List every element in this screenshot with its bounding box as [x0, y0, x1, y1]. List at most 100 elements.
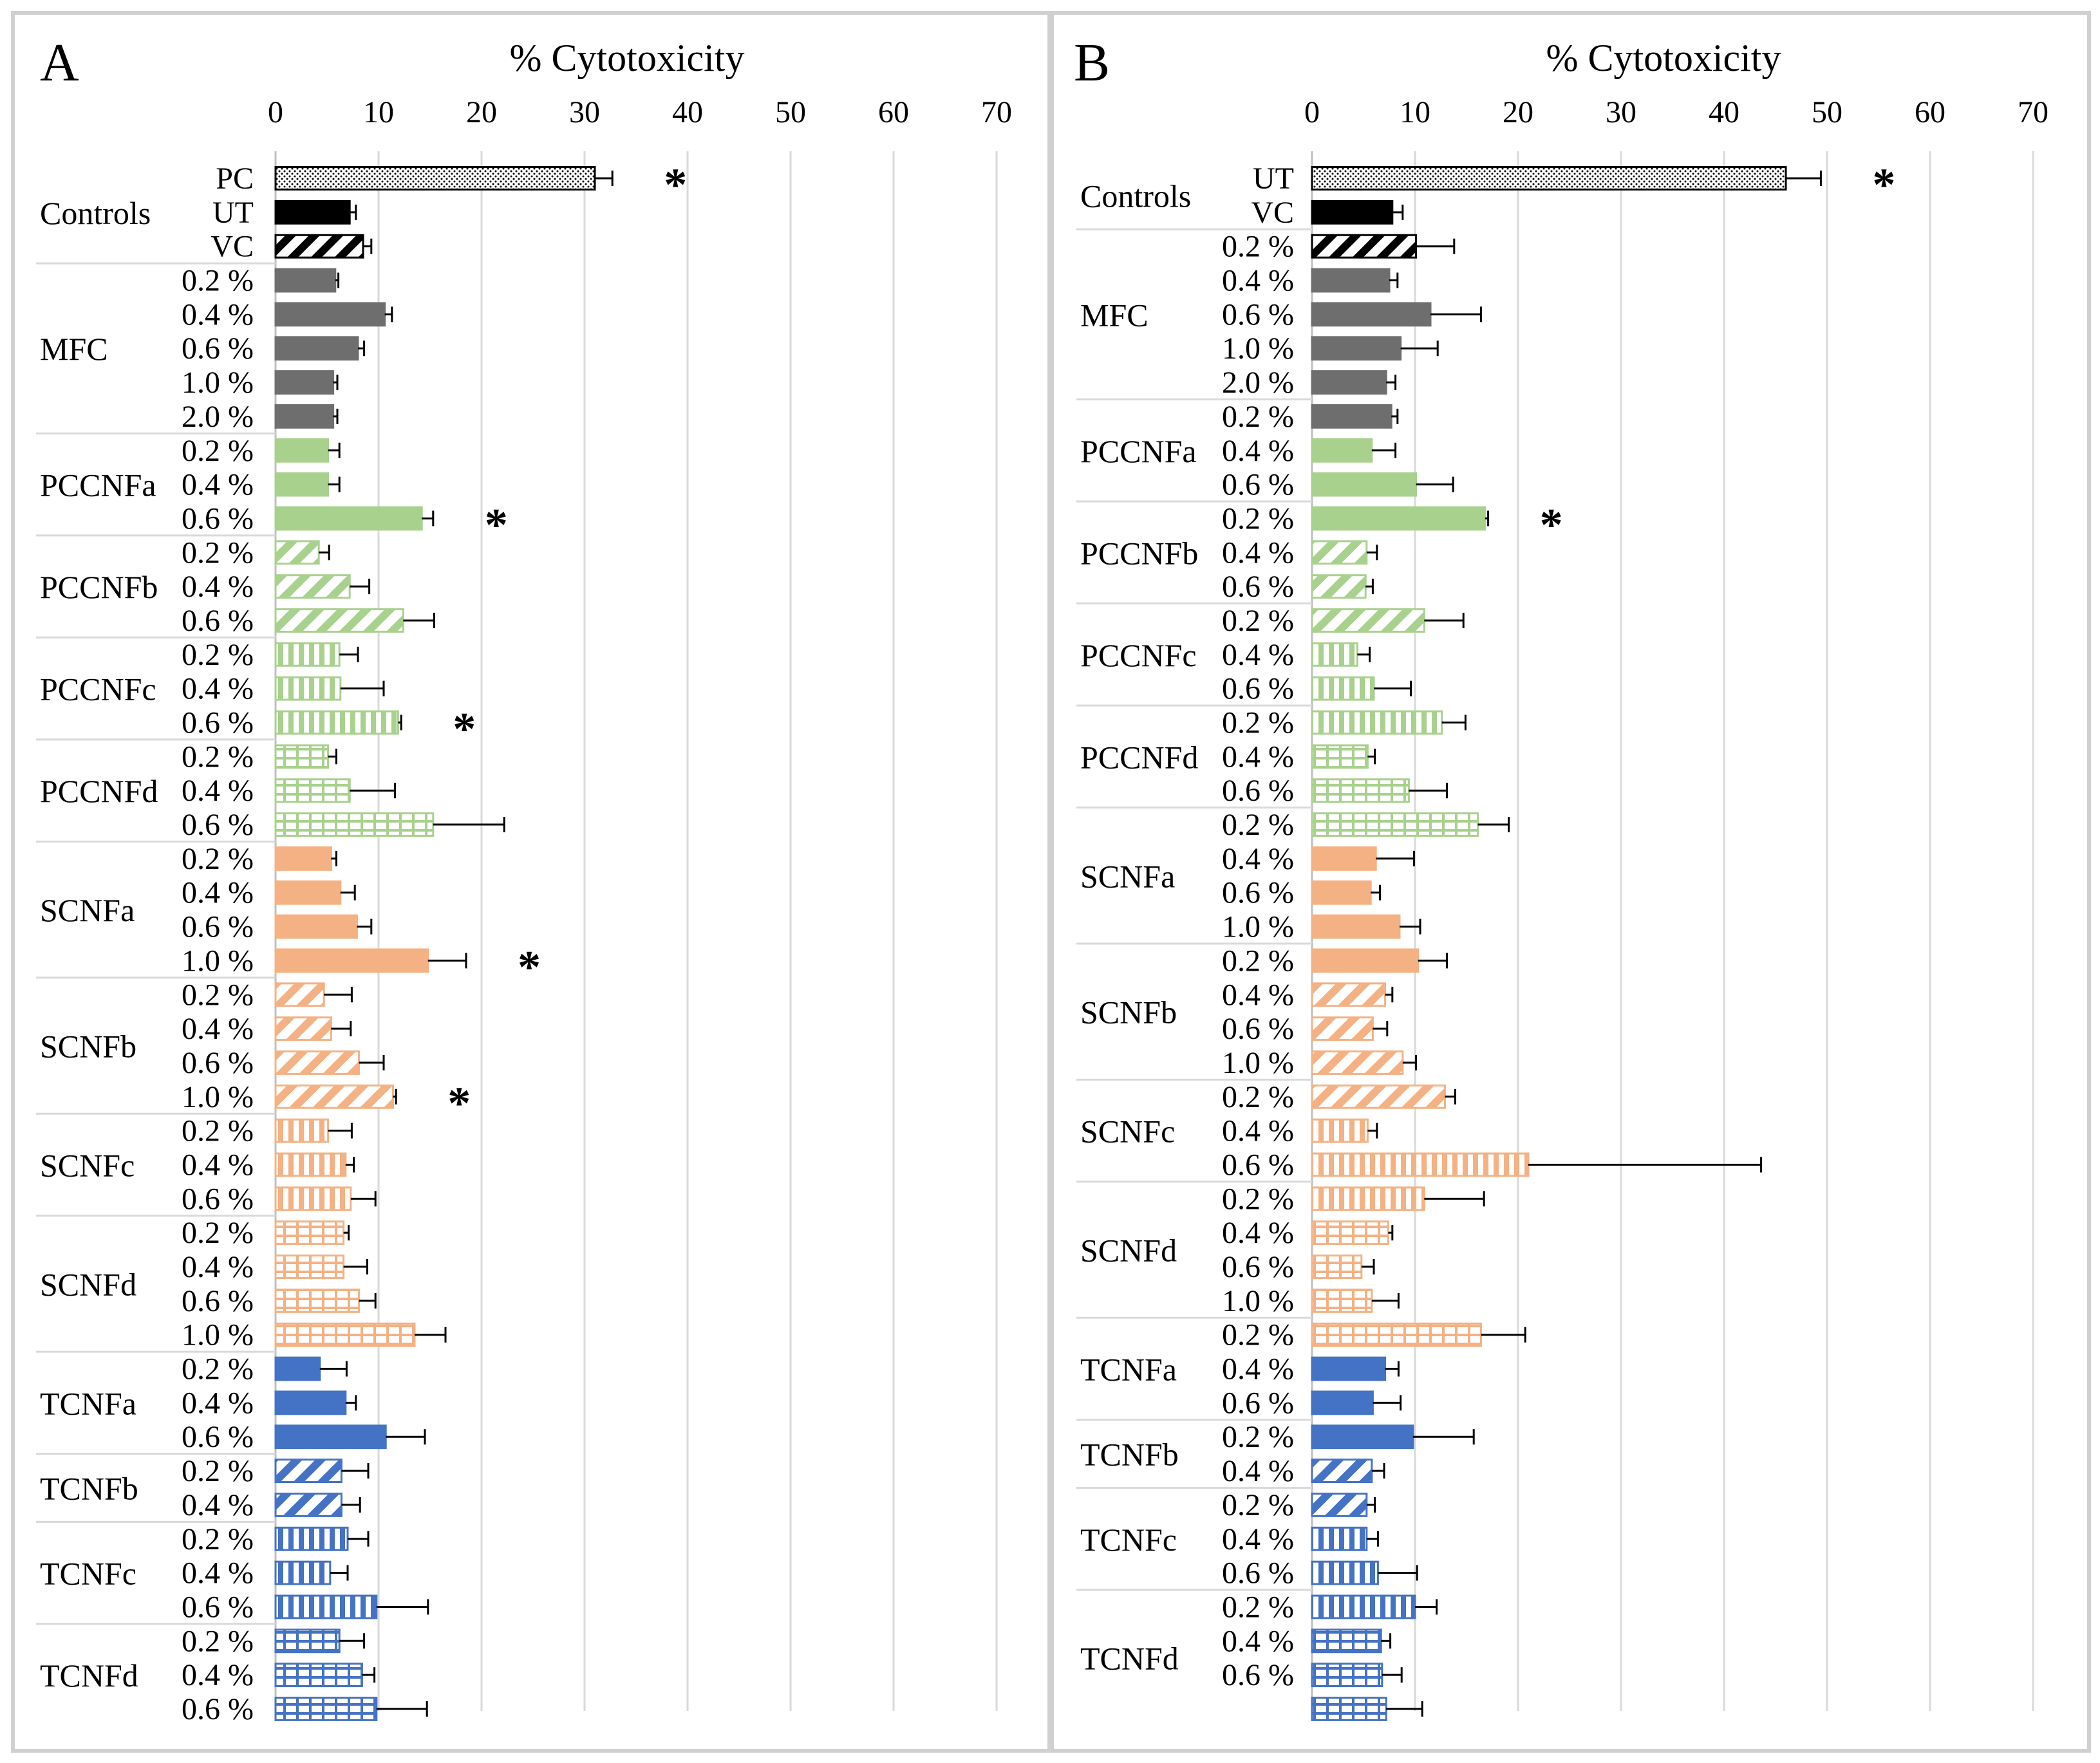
- x-tick-label: 60: [1915, 95, 1945, 129]
- bar: [274, 642, 341, 667]
- bar-label: 0.6 %: [182, 604, 254, 638]
- bar: [274, 608, 404, 633]
- bar-label: 0.2 %: [182, 434, 254, 468]
- bar: [1311, 948, 1420, 973]
- group-label: TCNFb: [40, 1471, 138, 1507]
- panel-letter: B: [1074, 33, 1110, 93]
- group-label: MFC: [1080, 297, 1148, 333]
- bar-label: 0.4 %: [1222, 1216, 1294, 1250]
- group-label: TCNFd: [1080, 1641, 1179, 1677]
- group-label: TCNFc: [1080, 1522, 1177, 1558]
- bar-label: 0.2 %: [182, 740, 254, 774]
- bar-label: 0.4 %: [1222, 1454, 1294, 1488]
- bar-label: 0.4 %: [182, 1386, 254, 1420]
- bar: [1311, 1492, 1368, 1517]
- bar: [1311, 914, 1401, 939]
- bar-label: 0.4 %: [1222, 1352, 1294, 1386]
- group-label: SCNFb: [40, 1029, 136, 1065]
- group-label: PCCNFc: [40, 671, 156, 707]
- bar: [1311, 404, 1392, 429]
- x-tick-label: 70: [2018, 95, 2048, 129]
- bar: [274, 778, 351, 803]
- bar: [274, 1220, 345, 1245]
- bar: [274, 948, 429, 973]
- bar-label: 0.6 %: [1222, 672, 1294, 706]
- significance-marker: *: [1540, 499, 1563, 550]
- bar-label: 1.0 %: [1222, 331, 1294, 366]
- bar-label: 0.4 %: [1222, 1624, 1294, 1658]
- bar-label: 0.4 %: [182, 876, 254, 910]
- bar-label: 0.4 %: [1222, 842, 1294, 876]
- bar: [274, 1560, 332, 1585]
- bar-label: 0.6 %: [182, 1420, 254, 1454]
- bar-label: 0.6 %: [1222, 1250, 1294, 1284]
- bar-label: 0.4 %: [182, 1658, 254, 1692]
- bar: [274, 472, 330, 497]
- bar-label: 0.4 %: [182, 1556, 254, 1590]
- bar: [1311, 574, 1367, 599]
- bar: [274, 574, 351, 599]
- bar-label: 0.6 %: [1222, 876, 1294, 910]
- bar: [274, 1050, 361, 1075]
- bar-label: 0.6 %: [182, 808, 254, 842]
- bar: [1311, 336, 1402, 361]
- bar: [274, 1697, 378, 1721]
- bar: [1311, 268, 1391, 293]
- bar-label: 0.6 %: [1222, 468, 1294, 502]
- bar: [274, 1118, 330, 1143]
- bar: [1311, 778, 1410, 803]
- group-label: PCCNFb: [40, 569, 158, 605]
- bar-label: UT: [212, 196, 254, 230]
- x-tick-label: 50: [1812, 95, 1842, 129]
- panel-frame: [11, 11, 1051, 1753]
- x-tick-label: 20: [466, 95, 497, 129]
- bar: [274, 1255, 345, 1279]
- significance-marker: *: [447, 1077, 471, 1129]
- x-tick-label: 40: [1709, 95, 1739, 129]
- bar: [1311, 1560, 1379, 1585]
- bar: [274, 1016, 332, 1041]
- bar: [274, 1390, 347, 1415]
- group-label: SCNFd: [40, 1266, 136, 1302]
- bar-label: 0.4 %: [182, 1488, 254, 1522]
- bar: [274, 370, 335, 395]
- bar: [274, 846, 332, 871]
- bar-label: 2.0 %: [1222, 366, 1294, 400]
- bar-label: 0.2 %: [182, 1114, 254, 1148]
- x-tick-label: 0: [268, 95, 283, 129]
- bar-label: 1.0 %: [182, 944, 254, 978]
- bar: [274, 1526, 349, 1551]
- bar: [1311, 1459, 1373, 1484]
- bar-label: 0.6 %: [182, 331, 254, 366]
- significance-marker: *: [453, 704, 476, 755]
- bar: [1311, 642, 1358, 667]
- bar: [274, 1084, 394, 1109]
- bar-label: 0.2 %: [182, 1454, 254, 1488]
- bar-label: 0.4 %: [182, 672, 254, 706]
- group-label: TCNFb: [1080, 1437, 1179, 1473]
- bar-label: 0.2 %: [1222, 1420, 1294, 1454]
- bar-label: 0.2 %: [1222, 1182, 1294, 1216]
- bar: [1311, 166, 1787, 191]
- bar-label: 0.2 %: [1222, 400, 1294, 434]
- bar-label: 0.4 %: [182, 468, 254, 502]
- bar: [1311, 1016, 1374, 1041]
- chart-title: % Cytotoxicity: [510, 37, 745, 79]
- bar-label: 0.2 %: [182, 1522, 254, 1556]
- bar: [1311, 234, 1418, 259]
- bar-label: 0.2 %: [1222, 808, 1294, 842]
- bar-label: 0.2 %: [1222, 706, 1294, 740]
- bar-label: 0.4 %: [182, 1250, 254, 1284]
- bar: [1311, 1697, 1387, 1721]
- x-tick-label: 60: [878, 95, 909, 129]
- bar: [274, 336, 359, 361]
- bar-label: 1.0 %: [1222, 910, 1294, 944]
- bar-label: 0.6 %: [1222, 1658, 1294, 1692]
- bar: [274, 438, 330, 463]
- bar-label: 0.6 %: [1222, 1148, 1294, 1182]
- bar: [1311, 302, 1432, 327]
- bar: [274, 1152, 347, 1177]
- bar-label: 0.2 %: [1222, 604, 1294, 638]
- bar-label: 0.4 %: [1222, 638, 1294, 672]
